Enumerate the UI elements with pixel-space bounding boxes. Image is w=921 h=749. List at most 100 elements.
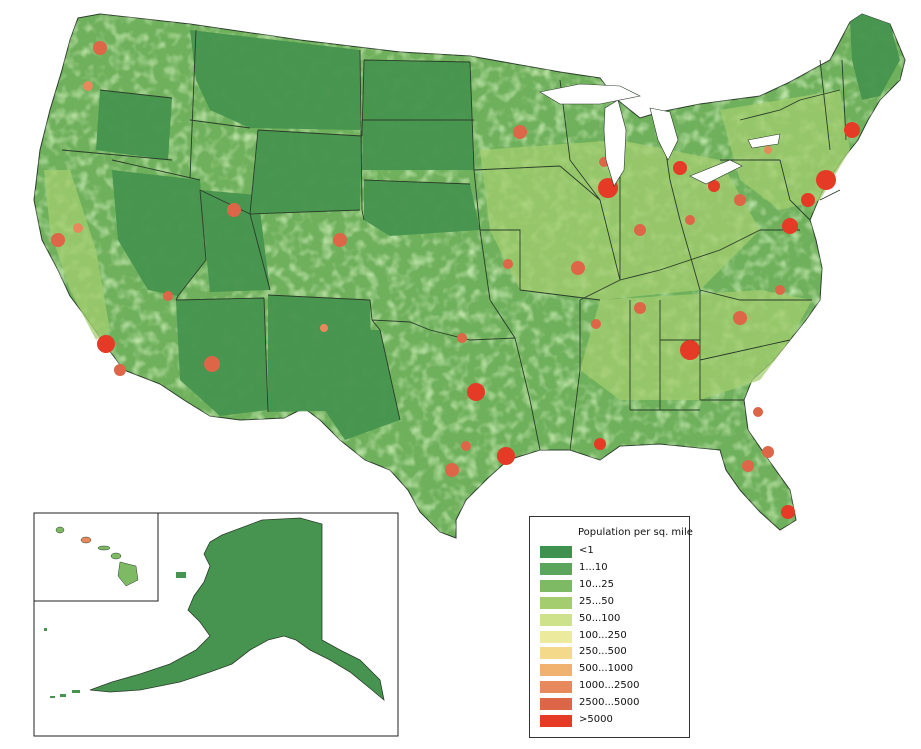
city-sacramento: [73, 223, 83, 233]
border-west-lines: [61, 29, 516, 421]
hawaii-big-island: [117, 561, 139, 587]
city-orlando: [762, 446, 774, 458]
legend-label: <1: [579, 545, 594, 556]
city-raleigh: [775, 285, 785, 295]
city-charlotte: [733, 311, 747, 325]
legend-swatch: [540, 647, 572, 660]
city-atlanta: [680, 340, 700, 360]
city-stlouis: [571, 261, 585, 275]
city-nyc: [816, 170, 836, 190]
city-sf: [51, 233, 65, 247]
legend-row: 500...1000: [540, 662, 685, 678]
state-borders: [61, 29, 847, 451]
legend-label: 1000...2500: [579, 680, 640, 692]
alaska-islet-4: [50, 696, 55, 698]
region-nebraska: [364, 180, 480, 236]
city-memphis: [591, 319, 601, 329]
city-austin: [461, 441, 471, 451]
legend-row: >5000: [540, 713, 685, 729]
region-dakotas: [362, 60, 474, 170]
legend-label: 50...100: [579, 612, 621, 624]
city-detroit: [673, 161, 687, 175]
region-oregon-east: [96, 90, 172, 160]
legend-swatch: [540, 681, 572, 694]
city-nashville: [634, 302, 646, 314]
legend-row: 2500...5000: [540, 696, 685, 712]
city-philly: [801, 193, 815, 207]
great-lakes: [539, 83, 781, 187]
hawaii-kauai: [55, 526, 65, 534]
hawaii-maui: [110, 552, 122, 560]
legend-swatch: [540, 579, 572, 592]
legend-row: 25...50: [540, 595, 685, 611]
city-denver: [333, 233, 347, 247]
alaska-islands: [44, 572, 186, 698]
region-nevada: [112, 170, 206, 296]
hawaii-oahu: [80, 536, 92, 544]
legend-row: 1...10: [540, 561, 685, 577]
city-seattle: [93, 41, 107, 55]
legend-swatch: [540, 596, 572, 609]
inset-alaska-hawaii: [33, 512, 399, 737]
city-portland: [83, 81, 93, 91]
city-neworleans: [594, 438, 606, 450]
region-utah: [200, 190, 270, 292]
hawaii-frame: [33, 512, 159, 602]
region-california-coast: [44, 170, 110, 340]
city-minneapolis: [513, 125, 527, 139]
hawaii-molokai: [97, 545, 111, 551]
city-okc: [457, 333, 467, 343]
city-dallas: [467, 383, 485, 401]
hawaii-islands: [55, 526, 139, 587]
legend-label: 250...500: [579, 646, 627, 658]
city-phoenix: [204, 356, 220, 372]
legend-row: 10...25: [540, 578, 685, 594]
city-sanantonio: [445, 463, 459, 477]
lake-erie: [689, 159, 743, 185]
legend-swatch: [540, 613, 572, 626]
city-indy: [634, 224, 646, 236]
lake-superior: [539, 83, 641, 105]
legend-row: 250...500: [540, 645, 685, 661]
legend-label: 1...10: [579, 561, 608, 573]
legend-swatch: [540, 630, 572, 643]
border-central-lines: [469, 61, 761, 451]
region-arizona: [176, 298, 268, 416]
city-tampa: [742, 460, 754, 472]
legend-title: Population per sq. mile: [578, 527, 693, 538]
region-wyoming: [250, 130, 362, 214]
city-kc: [503, 259, 513, 269]
city-columbus: [685, 215, 695, 225]
map-legend: Population per sq. mile <1 1...10 10...25 2…: [529, 516, 693, 738]
lake-michigan: [603, 99, 627, 187]
legend-swatch: [540, 715, 572, 727]
city-jacksonville: [753, 407, 763, 417]
legend-swatch: [540, 664, 572, 677]
alaska-islet-3: [60, 694, 66, 697]
border-east-lines: [629, 59, 847, 411]
legend-swatch: [540, 546, 572, 558]
alaska-islet-5: [44, 628, 47, 631]
city-lasvegas: [163, 291, 173, 301]
region-montana: [190, 30, 360, 130]
legend-row: 100...250: [540, 629, 685, 645]
city-la: [97, 335, 115, 353]
legend-swatch: [540, 562, 572, 575]
alaska-islet-2: [72, 690, 80, 693]
legend-label: 100...250: [579, 629, 627, 641]
city-miami: [781, 505, 795, 519]
city-sd: [114, 364, 126, 376]
city-saltlake: [227, 203, 241, 217]
sparse-regions: [96, 14, 900, 440]
legend-row: 1000...2500: [540, 679, 685, 695]
alaska-mainland: [89, 517, 385, 702]
legend-label: 10...25: [579, 578, 614, 590]
city-houston: [497, 447, 515, 465]
legend-swatch: [540, 698, 572, 711]
city-cleveland: [708, 180, 720, 192]
city-albuquerque: [320, 324, 328, 332]
region-maine: [850, 14, 900, 100]
city-dc: [782, 218, 798, 234]
legend-label: 25...50: [579, 595, 614, 607]
